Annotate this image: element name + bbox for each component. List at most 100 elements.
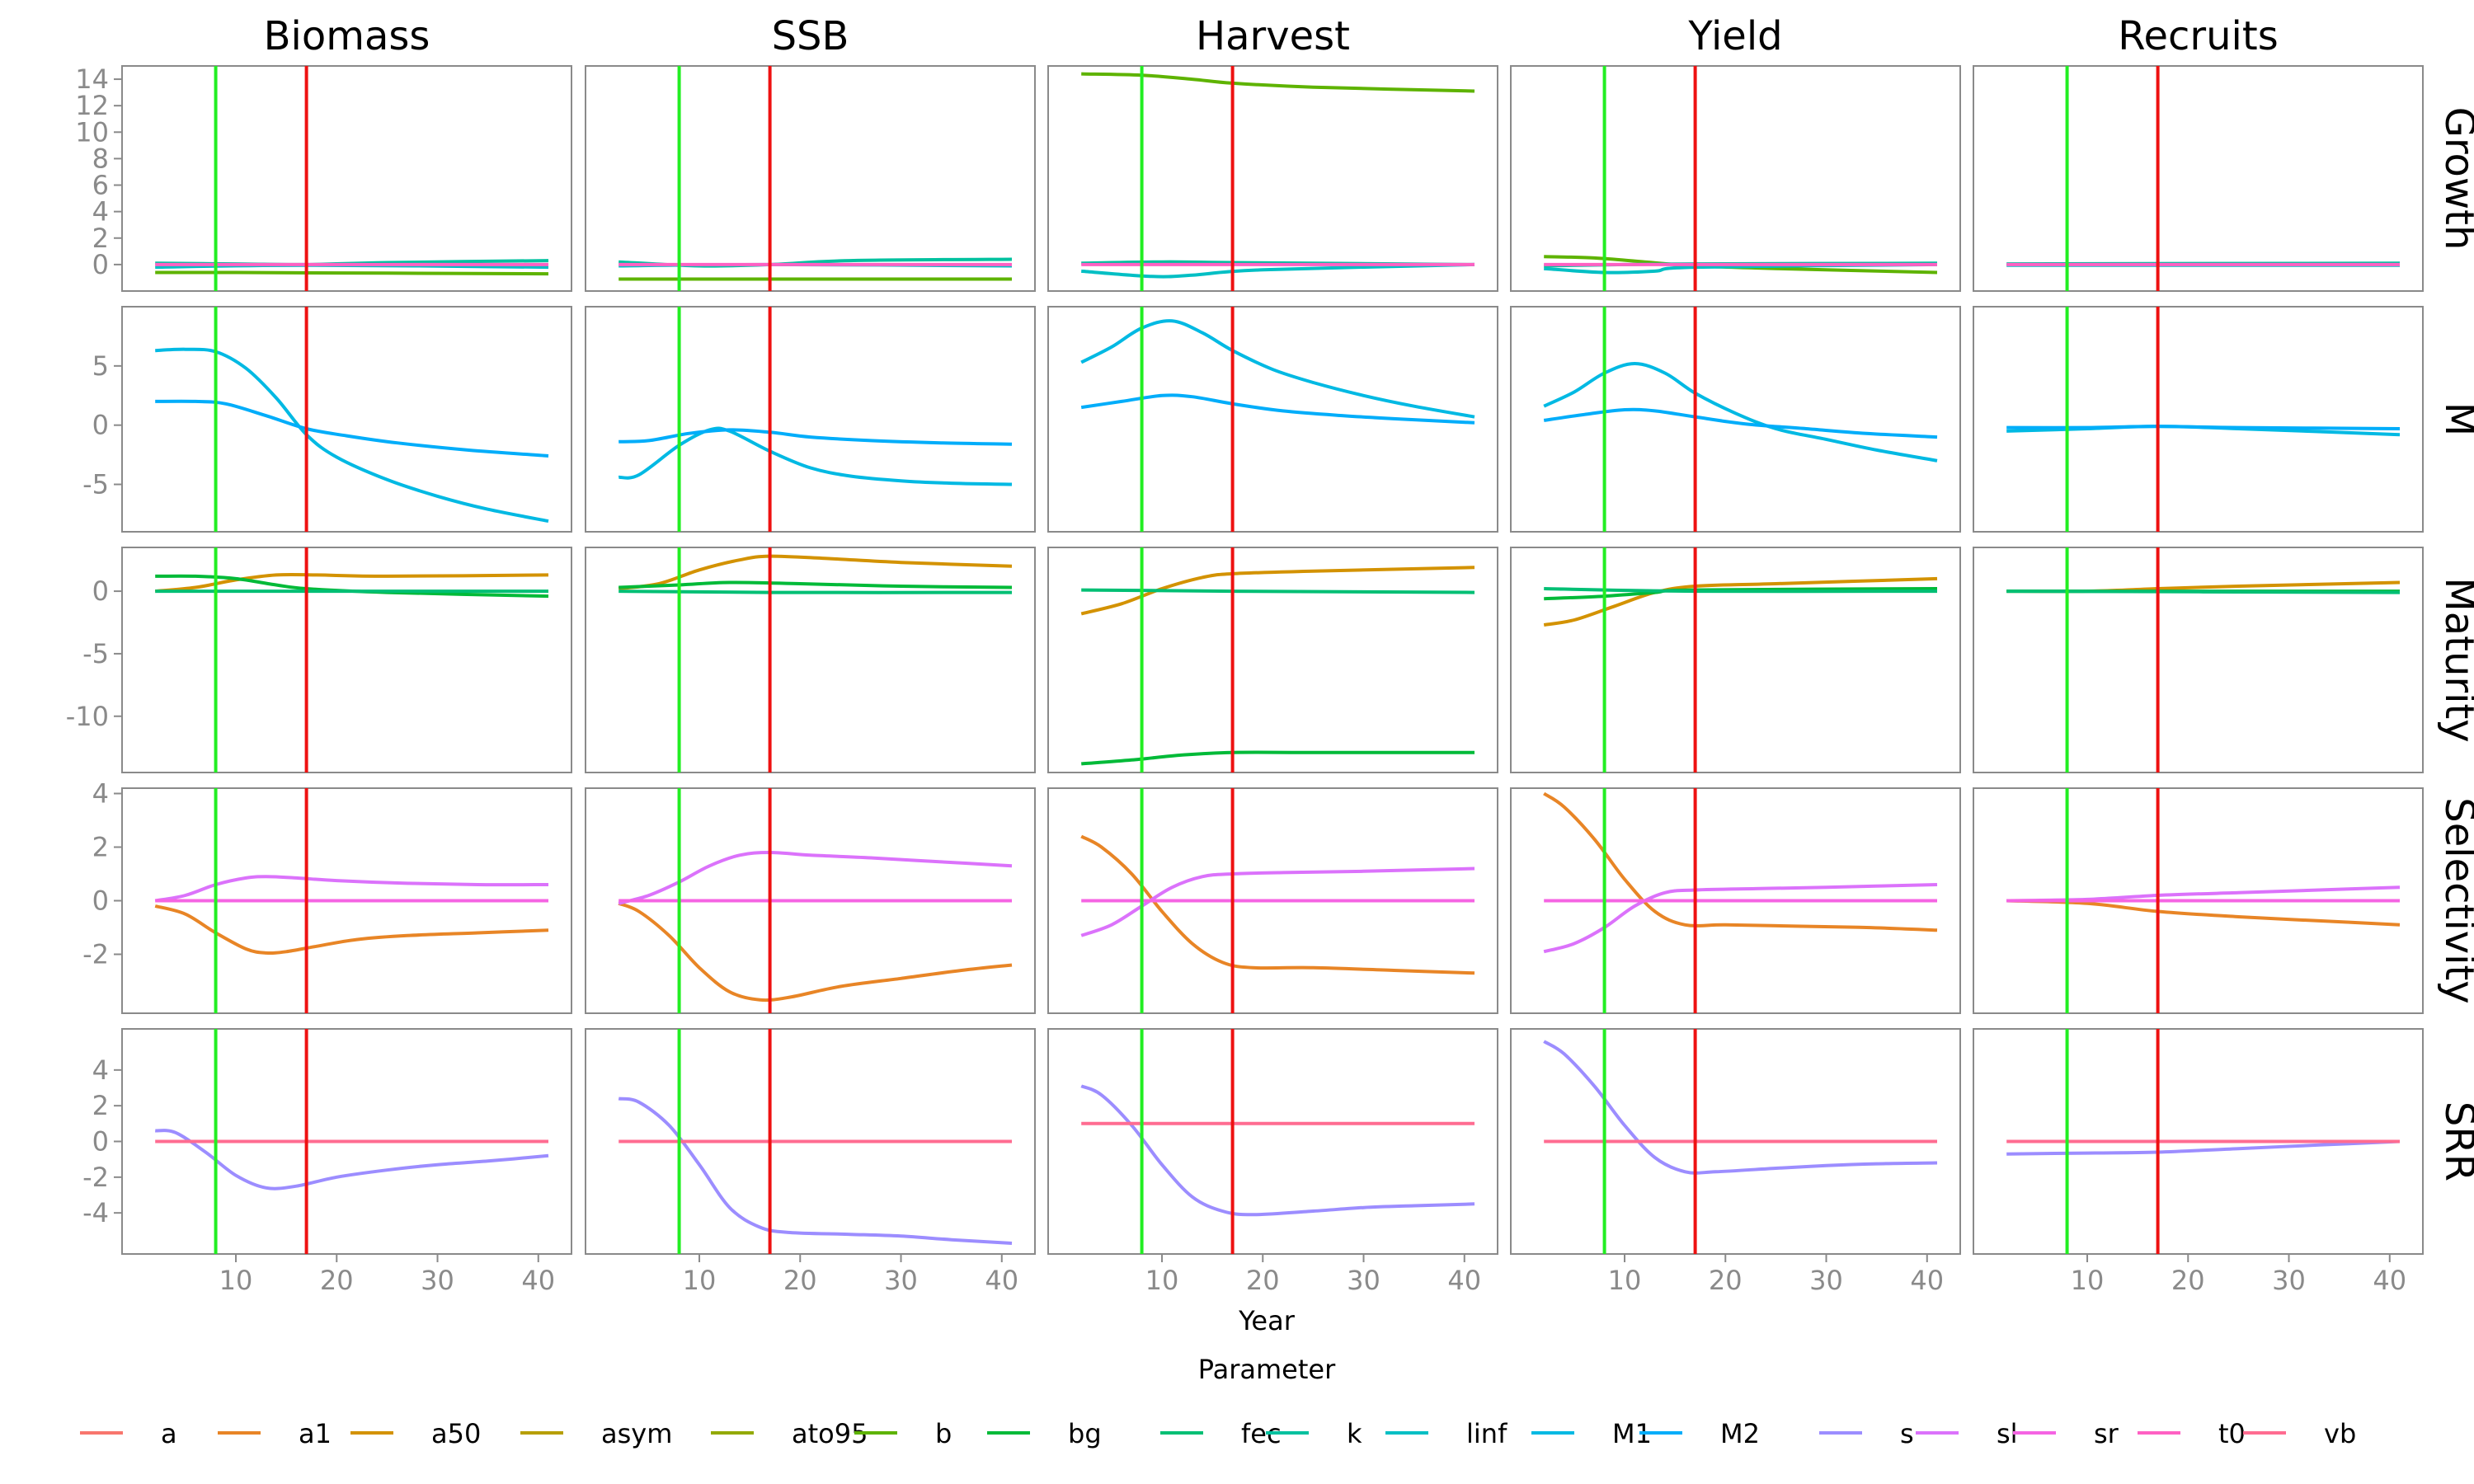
panel <box>1973 1028 2424 1255</box>
row-title: Growth <box>2436 107 2474 251</box>
y-tick-label: -5 <box>82 469 109 500</box>
x-tick-label: 30 <box>1809 1265 1843 1296</box>
panel-frame <box>585 306 1036 533</box>
series-line-a1 <box>1543 791 1938 932</box>
x-tick-label: 10 <box>683 1265 717 1296</box>
legend-label: bg <box>1068 1418 1102 1449</box>
y-tick-label: 2 <box>92 223 109 254</box>
series-line-a1 <box>2006 899 2401 927</box>
legend-item: a <box>80 1418 177 1449</box>
y-tick-label: -5 <box>82 638 109 669</box>
series-line-a1 <box>154 904 549 956</box>
y-tick-label: 5 <box>92 350 109 382</box>
panel-frame <box>1973 306 2424 533</box>
panel <box>1047 787 1498 1014</box>
legend-label: M2 <box>1720 1418 1760 1449</box>
panel-plot-area <box>1080 1029 1475 1254</box>
panel <box>585 787 1036 1014</box>
row-title: SRR <box>2436 1101 2474 1181</box>
panel <box>1047 65 1498 292</box>
legend-item: M2 <box>1639 1418 1760 1449</box>
series-line-a50 <box>1080 566 1475 616</box>
panel-plot-area <box>2006 788 2401 1013</box>
panel <box>121 306 572 533</box>
y-tick-label: 0 <box>92 885 109 917</box>
legend-item: asym <box>520 1418 672 1449</box>
legend-title: Parameter <box>1198 1354 1336 1385</box>
legend-label: t0 <box>2218 1418 2246 1449</box>
series-line-s <box>2006 1139 2401 1156</box>
legend-item: bg <box>987 1418 1102 1449</box>
x-tick-label: 40 <box>2373 1265 2406 1296</box>
y-tick-label: 4 <box>92 196 109 228</box>
panel <box>585 1028 1036 1255</box>
column-title: Biomass <box>264 13 430 59</box>
y-tick-label: -2 <box>82 939 109 970</box>
y-tick-label: 10 <box>75 116 109 148</box>
legend-label: a50 <box>431 1418 481 1449</box>
panel-frame <box>121 65 572 292</box>
y-tick-label: 0 <box>92 575 109 607</box>
panel-plot-area <box>618 1029 1013 1254</box>
x-tick-label: 30 <box>421 1265 454 1296</box>
x-tick-label: 20 <box>783 1265 817 1296</box>
series-line-M2 <box>155 399 549 458</box>
panel <box>1510 306 1961 533</box>
series-line-bg <box>155 574 549 599</box>
legend-label: k <box>1347 1418 1362 1449</box>
panel <box>1973 306 2424 533</box>
series-line-s <box>618 1097 1013 1245</box>
series-line-M2 <box>618 428 1013 446</box>
panel <box>121 547 572 773</box>
y-tick-label: 0 <box>92 410 109 441</box>
x-tick-label: 30 <box>884 1265 918 1296</box>
series-line-sl <box>154 875 549 903</box>
y-tick-label: 0 <box>92 1126 109 1158</box>
y-tick-label: 4 <box>92 778 109 810</box>
panel <box>1510 1028 1961 1255</box>
panel-plot-area <box>618 307 1013 532</box>
panel <box>1973 547 2424 773</box>
panel-plot-area <box>155 1029 549 1254</box>
panel <box>1047 547 1498 773</box>
series-line-s <box>155 1129 549 1190</box>
series-line-s <box>1080 1084 1475 1217</box>
legend-label: vb <box>2324 1418 2356 1449</box>
panel-plot-area <box>1543 547 1938 773</box>
panel-plot-area <box>154 788 549 1013</box>
legend-item: sl <box>1916 1418 2018 1449</box>
legend-item: fec <box>1160 1418 1282 1449</box>
panel-plot-area <box>618 547 1013 773</box>
series-line-linf <box>1081 262 1475 279</box>
panel-plot-area <box>155 66 549 291</box>
panel-plot-area <box>155 307 549 532</box>
panel <box>1973 65 2424 292</box>
y-tick-label: -4 <box>82 1197 109 1228</box>
x-tick-label: 10 <box>1145 1265 1179 1296</box>
panel <box>1510 547 1961 773</box>
panel-plot-area <box>1080 547 1475 773</box>
x-tick-label: 20 <box>320 1265 354 1296</box>
series-line-b <box>155 270 549 276</box>
column-title: Harvest <box>1196 13 1350 59</box>
x-tick-label: 20 <box>1709 1265 1743 1296</box>
y-tick-label: 8 <box>92 143 109 174</box>
panel-plot-area <box>618 788 1013 1013</box>
x-tick-label: 30 <box>1347 1265 1380 1296</box>
panel <box>1047 1028 1498 1255</box>
panel-plot-area <box>2006 547 2401 773</box>
x-tick-label: 20 <box>1246 1265 1280 1296</box>
legend-label: sr <box>2094 1418 2119 1449</box>
legend-item: s <box>1819 1418 1914 1449</box>
column-title: Recruits <box>2118 13 2278 59</box>
panel-plot-area <box>155 547 549 773</box>
x-tick-label: 10 <box>2071 1265 2105 1296</box>
x-tick-label: 10 <box>219 1265 253 1296</box>
series-line-sl <box>618 851 1013 905</box>
y-tick-label: 0 <box>92 249 109 280</box>
panel-plot-area <box>1543 307 1938 532</box>
series-line-fec <box>1081 588 1475 594</box>
panel-frame <box>1510 306 1961 533</box>
